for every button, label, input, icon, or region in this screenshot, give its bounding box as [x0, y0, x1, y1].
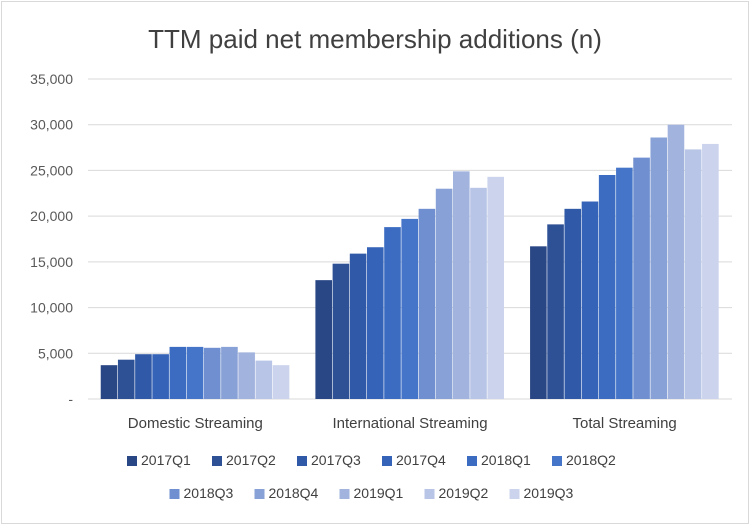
- y-tick-label: 10,000: [30, 300, 73, 316]
- bar-2019Q2-2: [684, 149, 702, 399]
- y-axis-ticks: - 5,000 10,000 15,000 20,000 25,000 30,000 35,0…: [30, 71, 73, 407]
- y-tick-label: 35,000: [30, 71, 73, 87]
- x-axis-categories: Domestic Streaming International Streamin…: [128, 415, 677, 432]
- bar-2019Q2-1: [470, 187, 487, 399]
- legend-swatch: [254, 489, 265, 499]
- bar-2019Q3-2: [702, 143, 719, 399]
- legend-item-2017Q3: 2017Q3: [297, 452, 361, 468]
- bar-2019Q1-0: [238, 352, 255, 399]
- legend-swatch: [467, 456, 477, 466]
- legend-item-2019Q3: 2019Q3: [509, 485, 574, 501]
- bar-2019Q1-2: [667, 124, 685, 399]
- legend-item-2018Q2: 2018Q2: [552, 452, 616, 468]
- legend-label: 2017Q4: [396, 452, 446, 468]
- legend-item-2017Q1: 2017Q1: [127, 452, 191, 468]
- legend-label: 2017Q2: [226, 452, 276, 468]
- chart-title: TTM paid net membership additions (n): [148, 24, 602, 54]
- legend-swatch: [424, 489, 435, 499]
- legend-swatch: [297, 456, 307, 466]
- legend-label: 2018Q2: [566, 452, 616, 468]
- legend-swatch: [339, 489, 350, 499]
- bar-2018Q3-1: [418, 208, 436, 399]
- bar-2017Q4-2: [581, 201, 599, 399]
- bar-2019Q1-1: [453, 171, 470, 399]
- bar-2017Q1-0: [100, 365, 118, 399]
- y-tick-label: 25,000: [30, 162, 73, 178]
- bar-2017Q3-1: [349, 253, 367, 399]
- legend-label: 2019Q2: [439, 485, 489, 501]
- legend-item-2019Q2: 2019Q2: [424, 485, 489, 501]
- bar-2019Q2-0: [255, 360, 273, 399]
- legend-item-2017Q2: 2017Q2: [212, 452, 276, 468]
- bar-2017Q4-0: [152, 354, 169, 399]
- legend-swatch: [169, 489, 180, 499]
- legend-item-2018Q4: 2018Q4: [254, 485, 319, 501]
- x-category-label: International Streaming: [332, 415, 487, 432]
- bar-2018Q1-0: [169, 346, 187, 399]
- bar-2017Q2-0: [117, 359, 135, 399]
- legend-label: 2019Q3: [524, 485, 574, 501]
- bar-2018Q1-1: [384, 227, 401, 399]
- bar-2018Q4-0: [221, 346, 238, 399]
- y-tick-label: 15,000: [30, 254, 73, 270]
- legend-swatch: [509, 489, 520, 499]
- x-category-label: Domestic Streaming: [128, 415, 263, 432]
- bar-2018Q1-2: [598, 175, 616, 399]
- bar-2017Q4-1: [367, 247, 384, 399]
- legend-swatch: [552, 456, 562, 466]
- legend-item-2018Q3: 2018Q3: [169, 485, 234, 501]
- bar-2017Q3-2: [564, 208, 582, 399]
- bar-2017Q3-0: [135, 354, 152, 399]
- bar-2018Q2-2: [616, 167, 633, 399]
- y-tick-label: 20,000: [30, 208, 73, 224]
- y-tick-label: 30,000: [30, 117, 73, 133]
- bar-2018Q4-2: [650, 137, 668, 399]
- y-tick-label: 5,000: [38, 345, 73, 361]
- bar-2019Q3-1: [487, 176, 504, 399]
- bar-2018Q2-0: [186, 346, 204, 399]
- legend-swatch: [127, 456, 137, 466]
- bars: [100, 124, 719, 399]
- legend-label: 2018Q4: [269, 485, 319, 501]
- bar-2017Q1-2: [530, 246, 547, 399]
- y-tick-label: -: [68, 391, 73, 407]
- legend-label: 2018Q3: [184, 485, 234, 501]
- legend: 2017Q1 2017Q2 2017Q3 2017Q4 2018Q1 2018Q2 2018…: [127, 452, 616, 501]
- legend-item-2018Q1: 2018Q1: [467, 452, 531, 468]
- legend-swatch: [382, 456, 392, 466]
- bar-2017Q2-2: [547, 224, 564, 399]
- bar-2017Q1-1: [315, 280, 332, 399]
- legend-swatch: [212, 456, 222, 466]
- bar-2019Q3-0: [272, 365, 290, 399]
- bar-2018Q3-2: [633, 157, 650, 399]
- legend-label: 2017Q3: [311, 452, 361, 468]
- bar-2018Q3-0: [203, 347, 221, 399]
- legend-label: 2018Q1: [481, 452, 531, 468]
- legend-item-2017Q4: 2017Q4: [382, 452, 446, 468]
- bar-2017Q2-1: [332, 263, 350, 399]
- legend-item-2019Q1: 2019Q1: [339, 485, 404, 501]
- legend-label: 2017Q1: [141, 452, 191, 468]
- bar-2018Q4-1: [435, 188, 453, 399]
- x-category-label: Total Streaming: [573, 415, 677, 432]
- legend-label: 2019Q1: [354, 485, 404, 501]
- bar-2018Q2-1: [401, 218, 418, 399]
